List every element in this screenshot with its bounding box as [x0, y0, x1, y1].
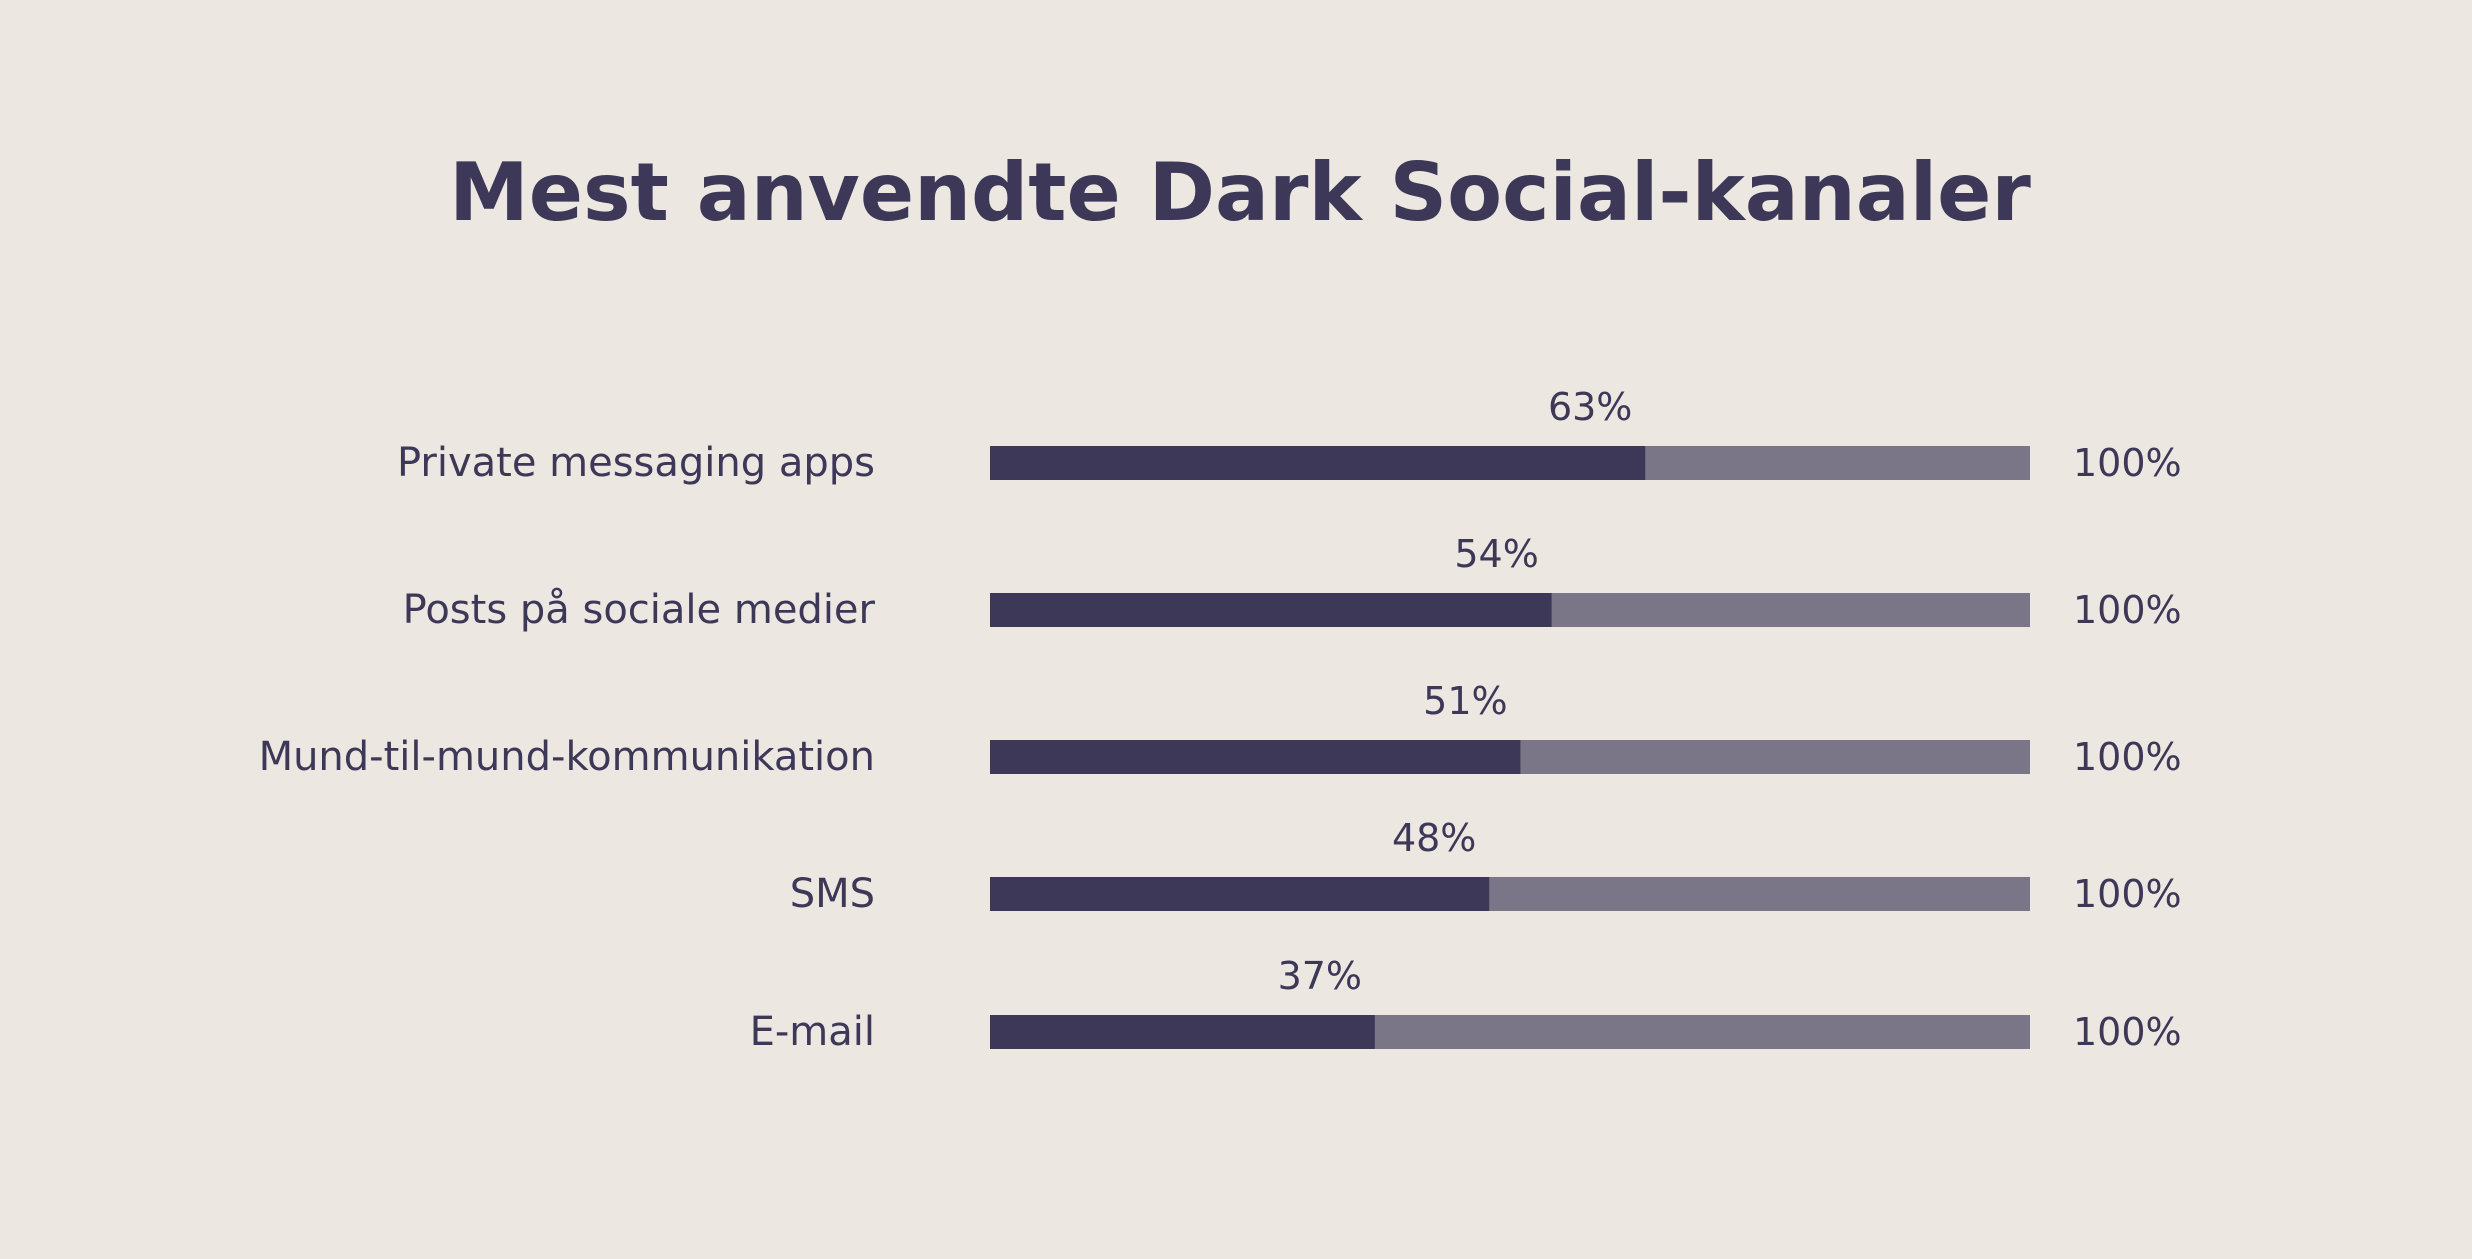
category-label: Private messaging apps: [397, 440, 875, 486]
bars-group: Private messaging apps 63% 100% Posts på so…: [259, 385, 2182, 1055]
total-label: 100%: [2073, 872, 2182, 916]
value-label: 63%: [1548, 385, 1632, 429]
category-label: Posts på sociale medier: [403, 587, 876, 633]
value-label: 48%: [1392, 816, 1476, 860]
total-label: 100%: [2073, 735, 2182, 779]
value-label: 54%: [1454, 532, 1538, 576]
value-label: 37%: [1278, 954, 1362, 998]
total-label: 100%: [2073, 1010, 2182, 1054]
value-label: 51%: [1423, 679, 1507, 723]
category-label: E-mail: [750, 1009, 875, 1055]
value-bar: [990, 877, 1490, 911]
total-label: 100%: [2073, 441, 2182, 485]
total-label: 100%: [2073, 588, 2182, 632]
value-bar: [990, 446, 1646, 480]
value-bar: [990, 1015, 1375, 1049]
value-bar: [990, 593, 1552, 627]
category-label: Mund-til-mund-kommunikation: [259, 734, 875, 780]
value-bar: [990, 740, 1521, 774]
category-label: SMS: [790, 871, 875, 917]
chart-title: Mest anvendte Dark Social-kanaler: [449, 146, 2031, 239]
